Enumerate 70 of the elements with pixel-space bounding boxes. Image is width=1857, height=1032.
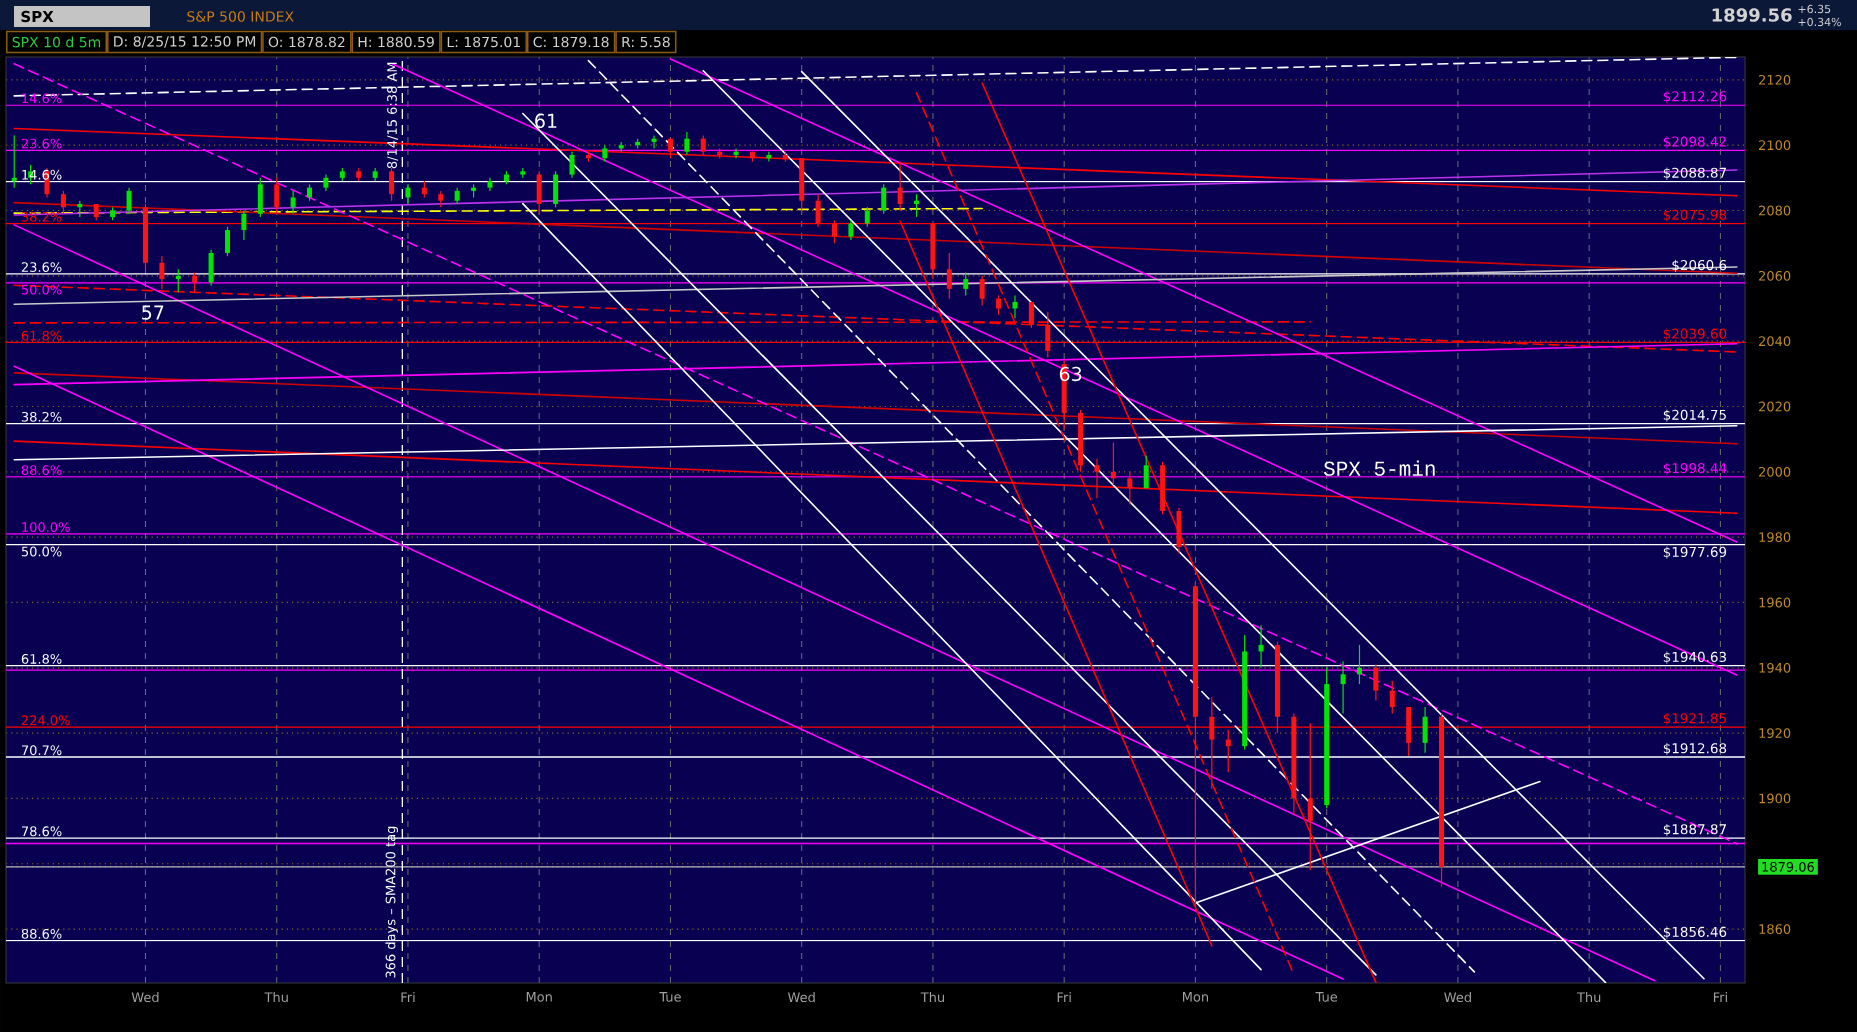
annotation: 88.6%: [21, 465, 62, 476]
annotation: 366 days – SMA200 tag: [385, 826, 398, 978]
text: SPX 10 d 5m: [12, 36, 101, 48]
annotation: 70.7%: [21, 745, 62, 756]
text: R: 5.58: [622, 36, 670, 48]
ref-line-label: $1856.46: [1663, 926, 1727, 939]
x-tick-label: Thu: [920, 992, 944, 1003]
annotation: SPX 5-min: [1323, 460, 1435, 476]
x-tick-label: Tue: [659, 992, 681, 1002]
x-tick-label: Fri: [401, 992, 415, 1002]
text: +6.35: [1798, 4, 1831, 14]
annotation: 50.0%: [21, 284, 62, 295]
x-tick-label: Tue: [1315, 992, 1338, 1002]
x-tick-label: Thu: [264, 992, 288, 1003]
annotation: 224.0%: [21, 715, 70, 726]
annotation: 78.6%: [21, 826, 62, 837]
ref-line-label: $2075.98: [1663, 209, 1727, 222]
y-tick-label: 2100: [1759, 140, 1791, 151]
annotation: 57: [142, 305, 164, 320]
ref-line-label: $1887.87: [1663, 823, 1726, 837]
annotation: 61: [535, 113, 557, 128]
ref-line-label: $1998.44: [1663, 462, 1727, 475]
ref-line-label: $2088.87: [1663, 167, 1726, 180]
y-tick-label: 1940: [1759, 662, 1791, 673]
chart-subtitle: S&P 500 INDEX: [187, 11, 294, 22]
x-tick-label: Mon: [1183, 992, 1209, 1002]
annotation: 23.6%: [21, 262, 62, 272]
y-tick-label: 1860: [1759, 924, 1791, 935]
x-tick-label: Wed: [1444, 992, 1471, 1003]
ref-line-label: $1912.68: [1663, 742, 1727, 756]
text: 1899.56: [1712, 8, 1792, 22]
chart-title: SPX: [21, 10, 54, 23]
y-tick-label: 2120: [1759, 74, 1791, 85]
text: D: 8/25/15 12:50 PM: [114, 36, 256, 48]
ref-line-label: $2039.60: [1663, 328, 1727, 341]
annotation: 100.0%: [22, 522, 70, 532]
ref-line-label: $1921.85: [1663, 712, 1726, 726]
y-tick-label: 2000: [1759, 466, 1791, 477]
y-tick-label: 1980: [1759, 532, 1791, 543]
x-tick-label: Fri: [1057, 992, 1071, 1002]
text: L: 1875.01: [447, 36, 520, 48]
x-tick-label: Mon: [526, 992, 552, 1002]
y-tick-label: 2020: [1759, 401, 1791, 412]
annotation: 88.6%: [21, 928, 62, 939]
y-tick-label: 2080: [1759, 205, 1791, 216]
annotation: 8/14/15 6:38 AM: [387, 62, 398, 169]
y-tick-label: 1879.06: [1762, 861, 1814, 872]
ref-line-label: $2098.42: [1663, 136, 1726, 149]
y-tick-label: 2060: [1759, 270, 1791, 281]
text: +0.34%: [1798, 17, 1841, 27]
annotation: 50.0%: [21, 546, 62, 557]
y-tick-label: 1920: [1759, 728, 1791, 739]
annotation: 61.8%: [21, 330, 62, 341]
text: H: 1880.59: [358, 36, 434, 48]
ref-line-label: $2112.26: [1663, 90, 1727, 104]
text: O: 1878.82: [268, 36, 345, 48]
x-tick-label: Thu: [1576, 992, 1601, 1003]
ref-line-label: $1977.69: [1663, 546, 1727, 559]
annotation: 14.6%: [22, 93, 62, 104]
x-tick-label: Wed: [787, 992, 815, 1003]
ref-line-label: $2014.75: [1663, 409, 1726, 422]
x-tick-label: Wed: [131, 992, 159, 1003]
x-tick-label: Fri: [1713, 992, 1727, 1002]
y-tick-label: 1960: [1759, 597, 1791, 608]
y-tick-label: 2040: [1759, 336, 1791, 347]
y-tick-label: 1900: [1759, 793, 1791, 804]
annotation: 23.6%: [21, 138, 62, 149]
annotation: 61.8%: [21, 654, 62, 664]
text: C: 1879.18: [533, 36, 609, 48]
annotation: 38.2%: [21, 411, 62, 422]
